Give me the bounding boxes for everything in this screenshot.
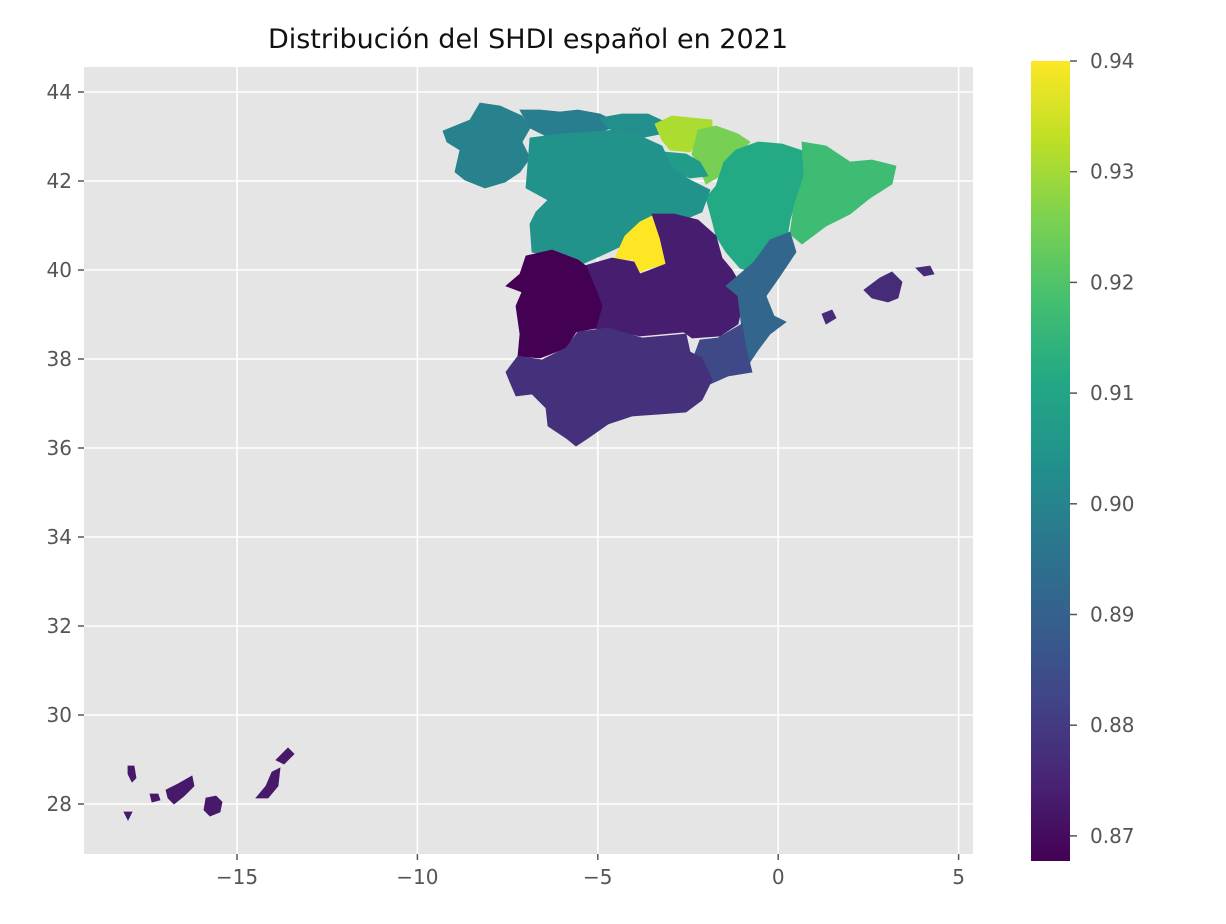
y-axis: 44 42 40 38 36 34 32 30 28 bbox=[47, 80, 84, 816]
region-castilla-la-mancha bbox=[583, 213, 743, 339]
y-tick-label: 30 bbox=[47, 703, 72, 727]
region-illes-balears bbox=[915, 265, 935, 277]
y-tick-label: 28 bbox=[47, 792, 72, 816]
x-tick-label: −10 bbox=[396, 865, 438, 889]
y-tick-label: 42 bbox=[47, 169, 72, 193]
colorbar-tick-label: 0.87 bbox=[1090, 824, 1135, 848]
region-cataluna bbox=[789, 141, 897, 245]
x-tick-label: 5 bbox=[952, 865, 965, 889]
region-canarias bbox=[165, 775, 195, 805]
map-regions bbox=[123, 102, 935, 821]
region-canarias bbox=[203, 795, 223, 817]
chart-title: Distribución del SHDI español en 2021 bbox=[268, 24, 788, 55]
region-illes-balears bbox=[863, 271, 903, 303]
colorbar-tick-label: 0.88 bbox=[1090, 713, 1135, 737]
y-tick-label: 32 bbox=[47, 614, 72, 638]
colorbar-tick-label: 0.89 bbox=[1090, 603, 1135, 627]
x-axis: −15 −10 −5 0 5 bbox=[216, 854, 965, 889]
region-galicia bbox=[442, 102, 531, 189]
region-canarias bbox=[123, 811, 133, 821]
colorbar-tick-label: 0.90 bbox=[1090, 492, 1135, 516]
y-tick-label: 34 bbox=[47, 525, 72, 549]
y-tick-label: 36 bbox=[47, 436, 72, 460]
y-tick-label: 40 bbox=[47, 258, 72, 282]
x-tick-label: 0 bbox=[772, 865, 785, 889]
y-tick-label: 38 bbox=[47, 347, 72, 371]
region-canarias bbox=[255, 767, 281, 799]
colorbar bbox=[1031, 61, 1070, 861]
y-tick-label: 44 bbox=[47, 80, 72, 104]
colorbar-tick-label: 0.92 bbox=[1090, 270, 1135, 294]
region-andalucia bbox=[505, 327, 713, 447]
region-canarias bbox=[127, 765, 137, 783]
colorbar-tick-label: 0.93 bbox=[1090, 160, 1135, 184]
colorbar-axis: 0.94 0.93 0.92 0.91 0.90 0.89 0.88 0.87 bbox=[1070, 49, 1135, 848]
region-canarias bbox=[275, 747, 295, 765]
region-illes-balears bbox=[821, 309, 837, 325]
colorbar-tick-label: 0.91 bbox=[1090, 381, 1135, 405]
colorbar-tick-label: 0.94 bbox=[1090, 49, 1135, 73]
region-canarias bbox=[149, 793, 161, 803]
region-comunidad-de-madrid bbox=[614, 215, 667, 273]
x-tick-label: −5 bbox=[583, 865, 612, 889]
x-tick-label: −15 bbox=[216, 865, 258, 889]
